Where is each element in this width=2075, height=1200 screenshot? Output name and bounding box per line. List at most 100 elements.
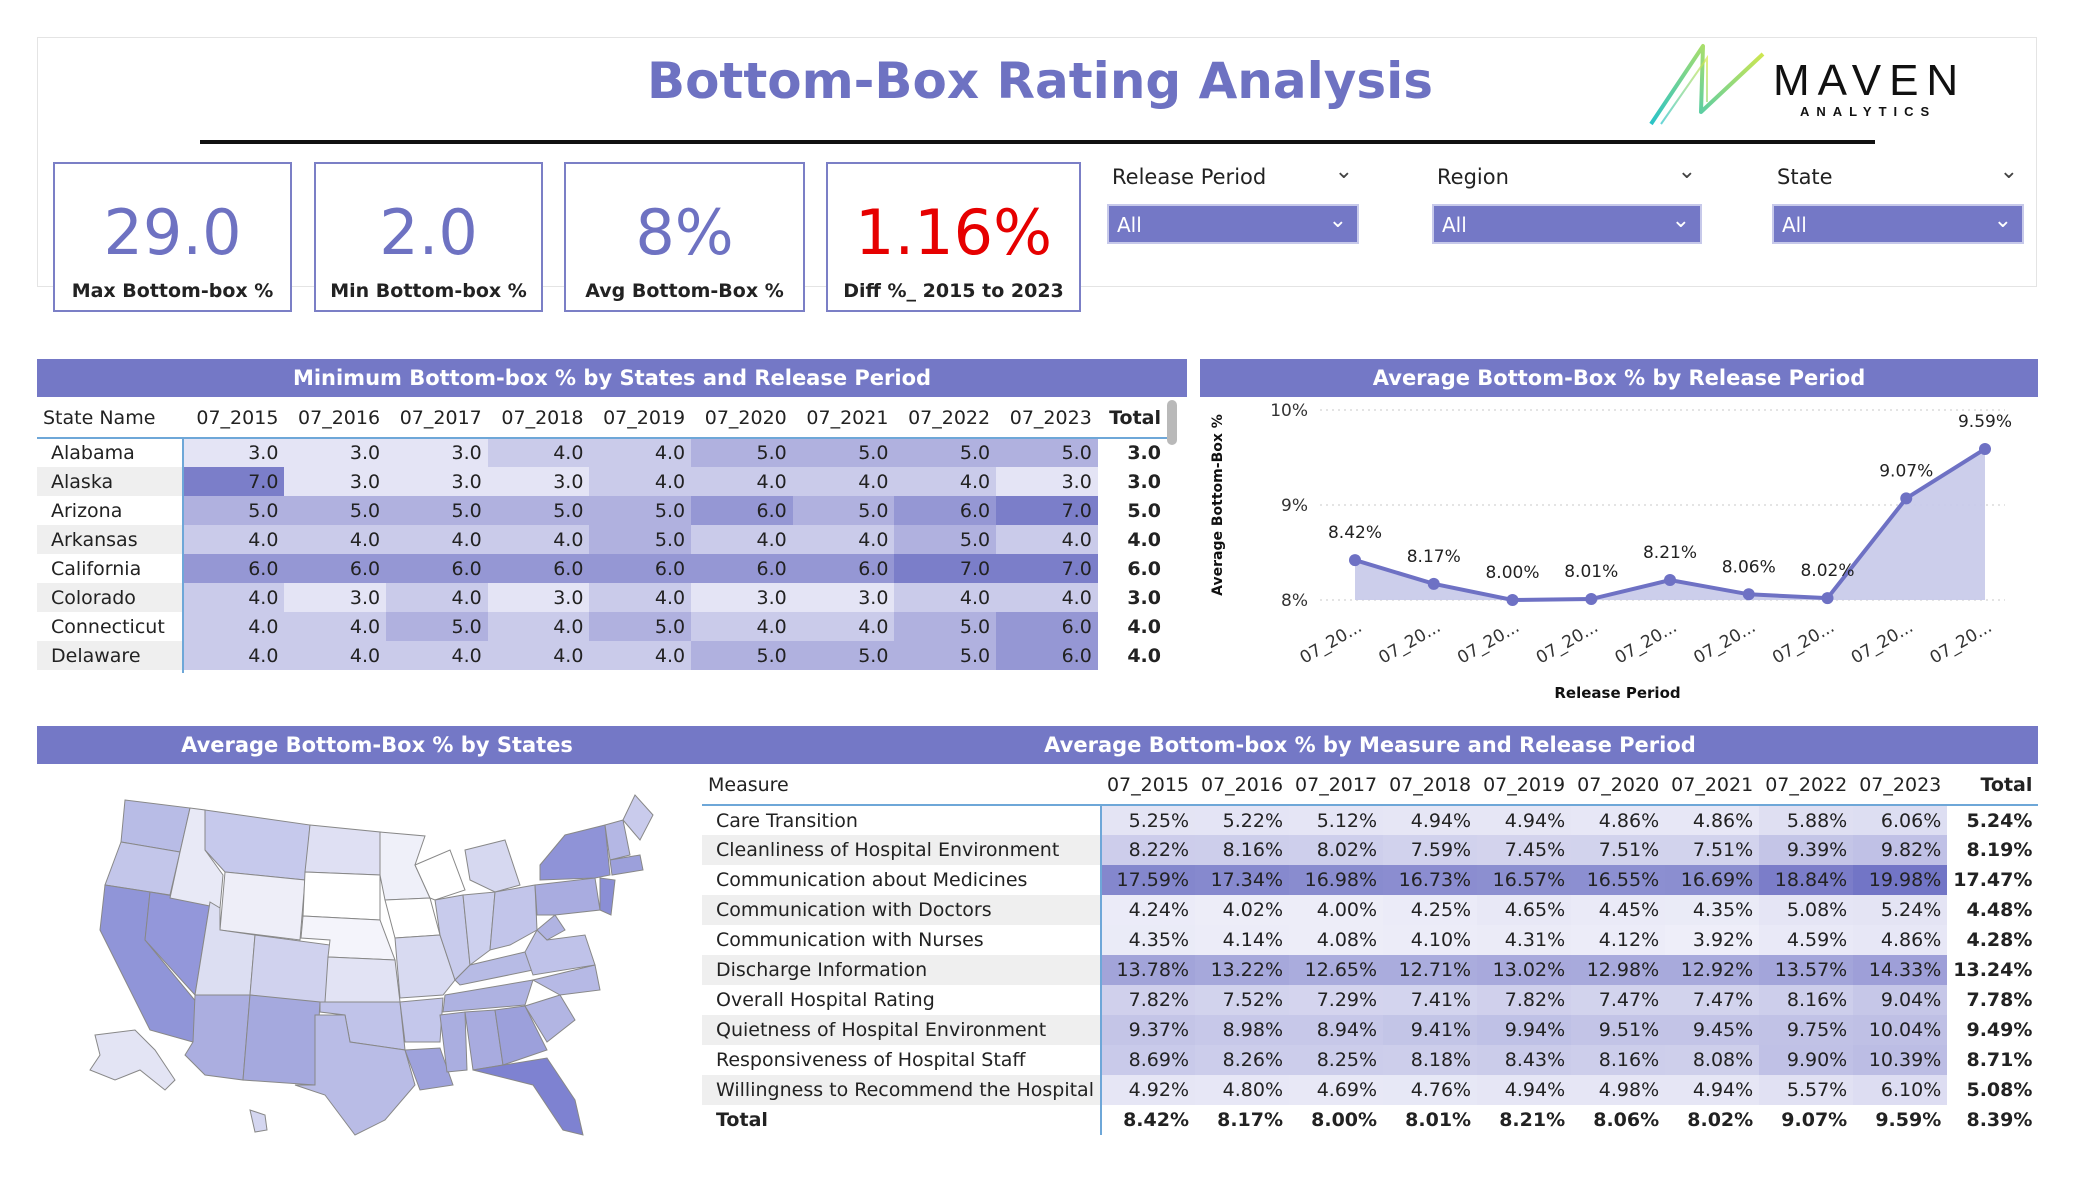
column-header[interactable]: 07_2019	[1483, 773, 1566, 796]
state-table-scrollbar[interactable]	[1167, 400, 1177, 445]
table-row[interactable]: Connecticut 4.0 4.0 5.0 4.0 5.0 4.0 4.0 5.0 6.0 4.…	[37, 612, 1167, 641]
state-ohio[interactable]	[489, 884, 538, 951]
column-header[interactable]: 07_2023	[1009, 406, 1092, 429]
table-row[interactable]: Arkansas 4.0 4.0 4.0 4.0 5.0 4.0 4.0 5.0 4.0 4.0	[37, 525, 1167, 554]
column-header[interactable]: 07_2020	[1577, 773, 1660, 796]
table-row[interactable]: Alabama 3.0 3.0 3.0 4.0 4.0 5.0 5.0 5.0 5.0 3.0	[37, 437, 1167, 467]
column-header[interactable]: State Name	[43, 406, 156, 429]
table-row[interactable]: Care Transition 5.25% 5.22% 5.12% 4.94% 4.94%…	[702, 804, 2039, 835]
heat-cell: 19.98%	[1853, 865, 1948, 895]
slicer-state[interactable]: State ⌄ All ⌄	[1772, 159, 2024, 244]
state-new-mexico[interactable]	[242, 994, 321, 1086]
slicer-header[interactable]: State ⌄	[1772, 159, 2024, 199]
state-colorado[interactable]	[249, 934, 331, 1006]
state-maine[interactable]	[622, 794, 654, 841]
table-row[interactable]: Overall Hospital Rating 7.82% 7.52% 7.29% 7.…	[702, 985, 2038, 1015]
table-row[interactable]: Discharge Information 13.78% 13.22% 12.65% 1…	[702, 955, 2038, 985]
state-pennsylvania[interactable]	[534, 877, 601, 916]
state-new-jersey[interactable]	[599, 877, 616, 916]
state-north-carolina[interactable]	[531, 964, 601, 996]
slicer-header[interactable]: Release Period ⌄	[1107, 159, 1359, 199]
column-header[interactable]: Total	[1109, 406, 1161, 429]
state-table-viewport[interactable]: State Name 07_2015 07_2016 07_2017 07_2018 07…	[37, 398, 1187, 673]
row-total: 4.0	[1127, 644, 1161, 667]
column-header[interactable]: 07_2017	[1295, 773, 1378, 796]
us-states-map[interactable]	[55, 780, 655, 1140]
table-row[interactable]: Responsiveness of Hospital Staff 8.69% 8.2…	[702, 1045, 2038, 1075]
table-row[interactable]: Alaska 7.0 3.0 3.0 3.0 4.0 4.0 4.0 4.0 3.0 3.0	[37, 467, 1167, 496]
heat-cell: 6.0	[691, 496, 793, 525]
column-header[interactable]: 07_2021	[806, 406, 889, 429]
chevron-down-icon[interactable]: ⌄	[1993, 208, 2012, 233]
table-row[interactable]: Communication with Doctors 4.24% 4.02% 4.00…	[702, 895, 2038, 925]
state-west-virginia[interactable]	[536, 914, 566, 941]
table-row[interactable]: Arizona 5.0 5.0 5.0 5.0 5.0 6.0 5.0 6.0 7.0 5.0	[37, 496, 1167, 525]
column-header[interactable]: 07_2016	[1201, 773, 1284, 796]
table-row[interactable]: Willingness to Recommend the Hospital 4.9…	[702, 1075, 2038, 1105]
column-header[interactable]: 07_2018	[501, 406, 584, 429]
state-florida[interactable]	[472, 1057, 584, 1136]
slicer-dropdown[interactable]: All ⌄	[1772, 204, 2024, 244]
chevron-down-icon[interactable]: ⌄	[1671, 208, 1690, 233]
state-arizona[interactable]	[184, 994, 251, 1081]
state-wisconsin[interactable]	[414, 849, 466, 901]
state-vermont-new-hampshire[interactable]	[604, 819, 631, 861]
table-row[interactable]: Colorado 4.0 3.0 4.0 3.0 4.0 3.0 3.0 4.0 4.0 3.0	[37, 583, 1167, 612]
state-wyoming[interactable]	[219, 871, 306, 941]
column-header[interactable]: Total	[1980, 773, 2033, 796]
table-row[interactable]: Delaware 4.0 4.0 4.0 4.0 4.0 5.0 5.0 5.0 6.0 4.0	[37, 641, 1167, 670]
state-montana[interactable]	[204, 809, 311, 881]
state-michigan[interactable]	[464, 839, 521, 893]
state-texas[interactable]	[294, 1014, 416, 1136]
column-header[interactable]: 07_2022	[1765, 773, 1848, 796]
state-georgia[interactable]	[494, 1005, 548, 1066]
slicer-dropdown[interactable]: All ⌄	[1432, 204, 1702, 244]
heat-cell: 3.0	[996, 467, 1098, 496]
column-header[interactable]: 07_2016	[298, 406, 381, 429]
state-alaska[interactable]	[89, 1029, 176, 1091]
slicer-header[interactable]: Region ⌄	[1432, 159, 1702, 199]
column-total: 2.0	[386, 670, 488, 673]
chevron-down-icon[interactable]: ⌄	[1334, 159, 1353, 184]
slicer-dropdown[interactable]: All ⌄	[1107, 204, 1359, 244]
y-axis-title: Average Bottom-Box %	[1210, 414, 1226, 596]
table-row[interactable]: California 6.0 6.0 6.0 6.0 6.0 6.0 6.0 7.0 7.0 6.0	[37, 554, 1167, 583]
column-header[interactable]: 07_2019	[603, 406, 686, 429]
state-massachusetts-ct[interactable]	[609, 854, 644, 876]
column-header[interactable]: Measure	[708, 773, 789, 796]
slicer-region[interactable]: Region ⌄ All ⌄	[1432, 159, 1702, 244]
column-header[interactable]: 07_2020	[704, 406, 787, 429]
column-header[interactable]: 07_2017	[399, 406, 482, 429]
table-row[interactable]: Quietness of Hospital Environment 9.37% 8.…	[702, 1015, 2038, 1045]
column-header[interactable]: 07_2015	[1106, 773, 1189, 796]
state-north-dakota[interactable]	[304, 824, 381, 876]
heat-cell: 6.0	[487, 554, 590, 583]
state-missouri[interactable]	[394, 934, 456, 999]
table-row[interactable]: Communication about Medicines 17.59% 17.34…	[702, 865, 2038, 895]
heat-cell: 8.18%	[1383, 1045, 1478, 1075]
state-iowa[interactable]	[384, 897, 441, 939]
slicer-release-period[interactable]: Release Period ⌄ All ⌄	[1107, 159, 1359, 244]
column-header[interactable]: 07_2022	[908, 406, 991, 429]
column-total: 8.00%	[1311, 1109, 1378, 1131]
state-tennessee[interactable]	[442, 979, 534, 1013]
heat-cell: 4.0	[182, 525, 285, 554]
state-south-dakota[interactable]	[302, 871, 381, 921]
heat-cell: 4.0	[894, 467, 997, 496]
state-mississippi[interactable]	[439, 1011, 468, 1073]
state-south-carolina[interactable]	[524, 994, 576, 1043]
state-kansas[interactable]	[324, 956, 401, 1003]
state-hawaii[interactable]	[249, 1109, 268, 1133]
state-arkansas[interactable]	[399, 997, 444, 1043]
column-header[interactable]: 07_2015	[196, 406, 279, 429]
state-new-york[interactable]	[539, 824, 611, 881]
column-header[interactable]: 07_2021	[1671, 773, 1754, 796]
table-row[interactable]: Communication with Nurses 4.35% 4.14% 4.08%…	[702, 925, 2038, 955]
state-louisiana[interactable]	[404, 1047, 454, 1091]
chevron-down-icon[interactable]: ⌄	[1999, 159, 2018, 184]
chevron-down-icon[interactable]: ⌄	[1328, 208, 1347, 233]
column-header[interactable]: 07_2023	[1859, 773, 1942, 796]
column-header[interactable]: 07_2018	[1389, 773, 1472, 796]
table-row[interactable]: Cleanliness of Hospital Environment 8.22%…	[702, 835, 2038, 865]
chevron-down-icon[interactable]: ⌄	[1677, 159, 1696, 184]
